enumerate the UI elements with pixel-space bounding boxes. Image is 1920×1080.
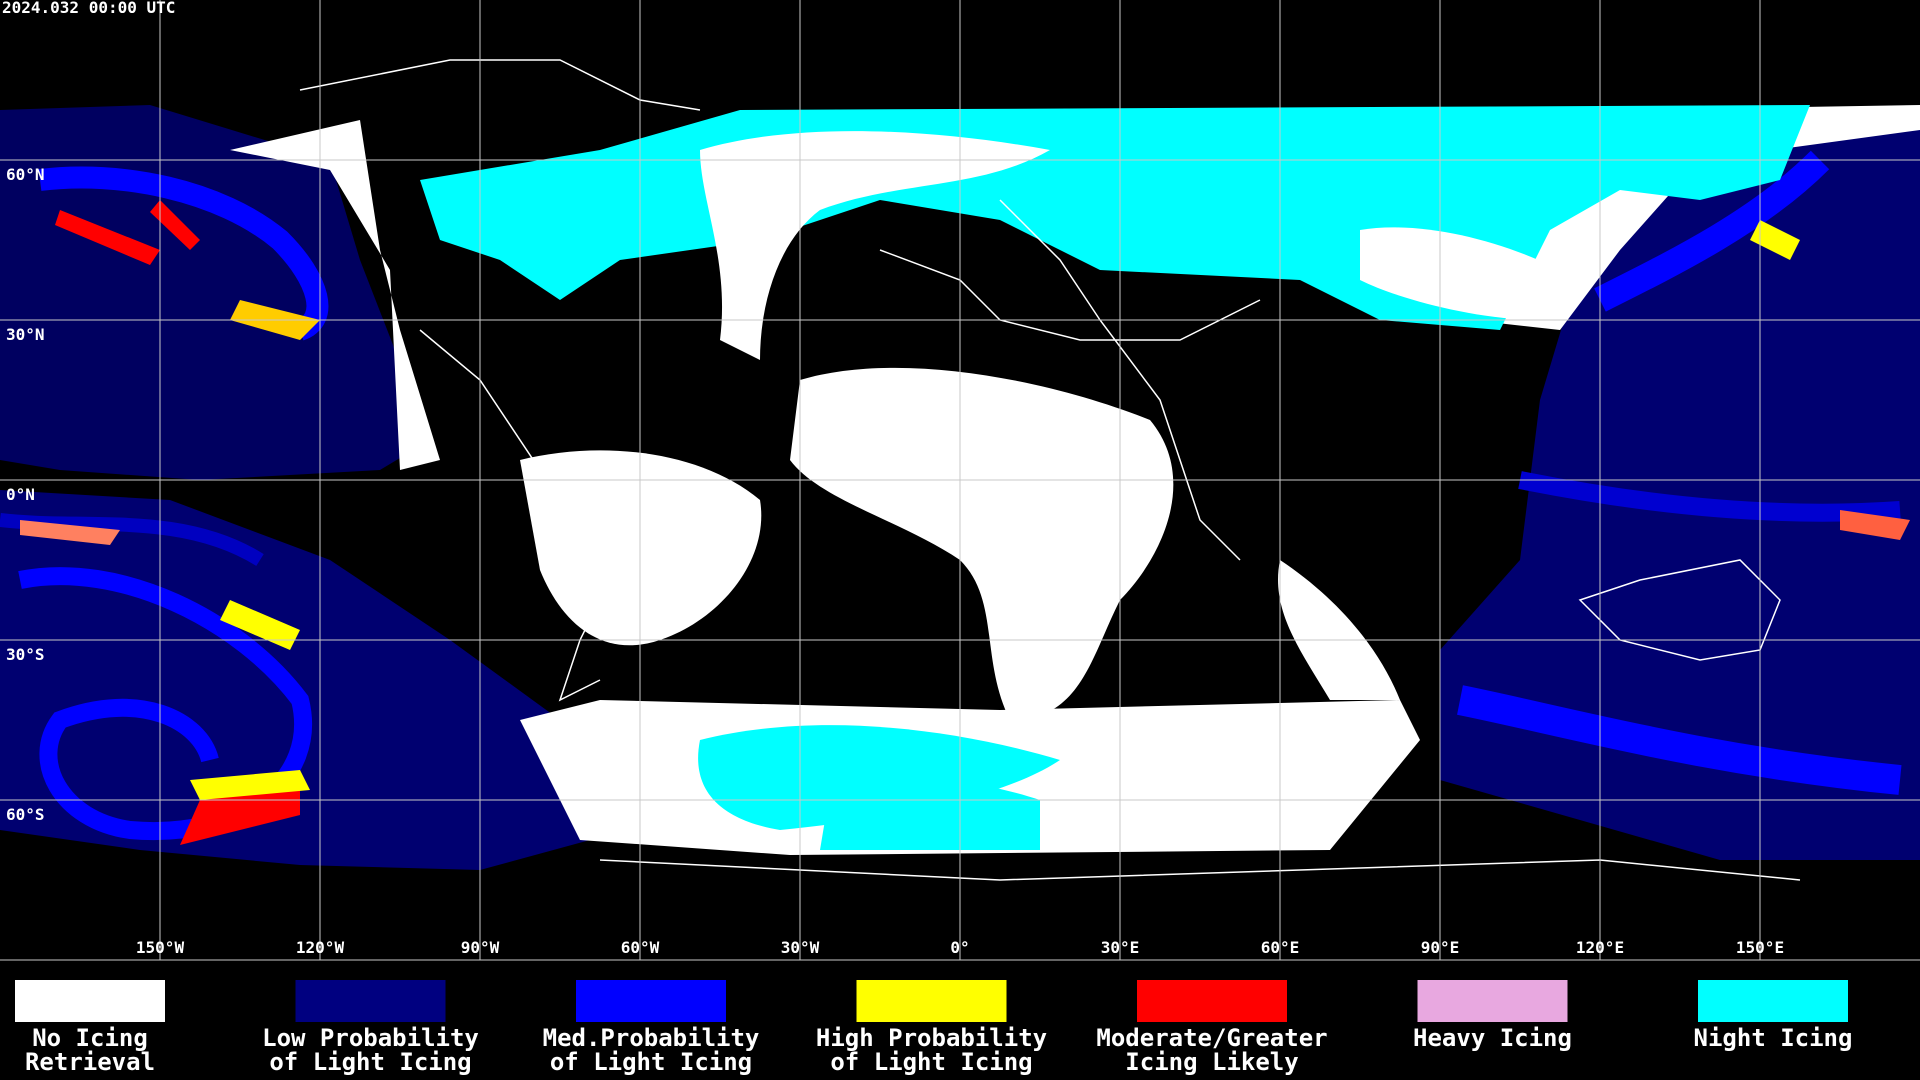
- graticule: 60°N 30°N 0°N 30°S 60°S 150°W 120°W 90°W 60°W 30°…: [0, 0, 1920, 961]
- med-probability-band: [1457, 685, 1902, 795]
- legend-swatch: [1698, 980, 1848, 1022]
- legend-label: Icing Likely: [1125, 1048, 1298, 1076]
- moderate-icing-spot: [180, 780, 300, 845]
- legend-label: Retrieval: [25, 1048, 155, 1076]
- longitude-label: 90°W: [461, 938, 500, 957]
- latitude-label: 30°N: [6, 325, 45, 344]
- legend-label: Med.Probability: [543, 1024, 760, 1052]
- longitude-label: 120°W: [296, 938, 345, 957]
- map-imagery: [0, 59, 1920, 881]
- legend-label: Low Probability: [262, 1024, 479, 1052]
- longitude-label: 0°: [950, 938, 969, 957]
- legend-swatch: [856, 980, 1007, 1022]
- longitude-label: 150°E: [1736, 938, 1784, 957]
- no-icing-region: [520, 450, 762, 646]
- low-probability-region: [0, 105, 430, 480]
- med-probability-band: [1594, 150, 1830, 312]
- longitude-label: 60°E: [1261, 938, 1300, 957]
- legend-swatch: [1137, 980, 1287, 1022]
- longitude-label: 90°E: [1421, 938, 1460, 957]
- legend-label: High Probability: [816, 1024, 1047, 1052]
- longitude-label: 60°W: [621, 938, 660, 957]
- no-icing-region: [230, 120, 440, 470]
- low-probability-region: [1440, 120, 1920, 860]
- latitude-label: 60°N: [6, 165, 45, 184]
- legend-label: No Icing: [32, 1024, 148, 1052]
- no-icing-region: [1278, 560, 1400, 700]
- high-probability-spot: [1750, 220, 1800, 260]
- no-icing-region: [1360, 227, 1560, 320]
- timestamp: 2024.032 00:00 UTC: [2, 0, 175, 17]
- latitude-label: 0°N: [6, 485, 35, 504]
- legend-label: Moderate/Greater: [1096, 1024, 1327, 1052]
- legend-swatch: [15, 980, 165, 1022]
- moderate-icing-spot: [55, 210, 160, 265]
- legend-label: of Light Icing: [269, 1048, 471, 1076]
- med-probability-band: [38, 166, 329, 341]
- high-probability-spot: [20, 520, 120, 545]
- no-icing-region: [700, 131, 1050, 360]
- coastline: [299, 59, 1801, 881]
- legend-label: Heavy Icing: [1413, 1024, 1572, 1052]
- night-icing-region: [698, 725, 1060, 830]
- night-icing-region: [820, 779, 1040, 850]
- legend-label: of Light Icing: [830, 1048, 1032, 1076]
- longitude-label: 30°W: [781, 938, 820, 957]
- longitude-label: 150°W: [136, 938, 185, 957]
- legend-swatch: [295, 980, 446, 1022]
- high-probability-spot: [220, 600, 300, 650]
- moderate-icing-spot: [1840, 510, 1910, 540]
- legend-label: of Light Icing: [550, 1048, 752, 1076]
- longitude-label: 120°E: [1576, 938, 1624, 957]
- latitude-label: 60°S: [6, 805, 45, 824]
- longitude-label: 30°E: [1101, 938, 1140, 957]
- latitude-label: 30°S: [6, 645, 45, 664]
- moderate-icing-spot: [150, 200, 200, 250]
- legend-label: Night Icing: [1694, 1024, 1853, 1052]
- legend-swatch: [576, 980, 726, 1022]
- high-probability-spot: [190, 770, 310, 800]
- legend-swatch: [1417, 980, 1568, 1022]
- no-icing-region: [790, 367, 1174, 720]
